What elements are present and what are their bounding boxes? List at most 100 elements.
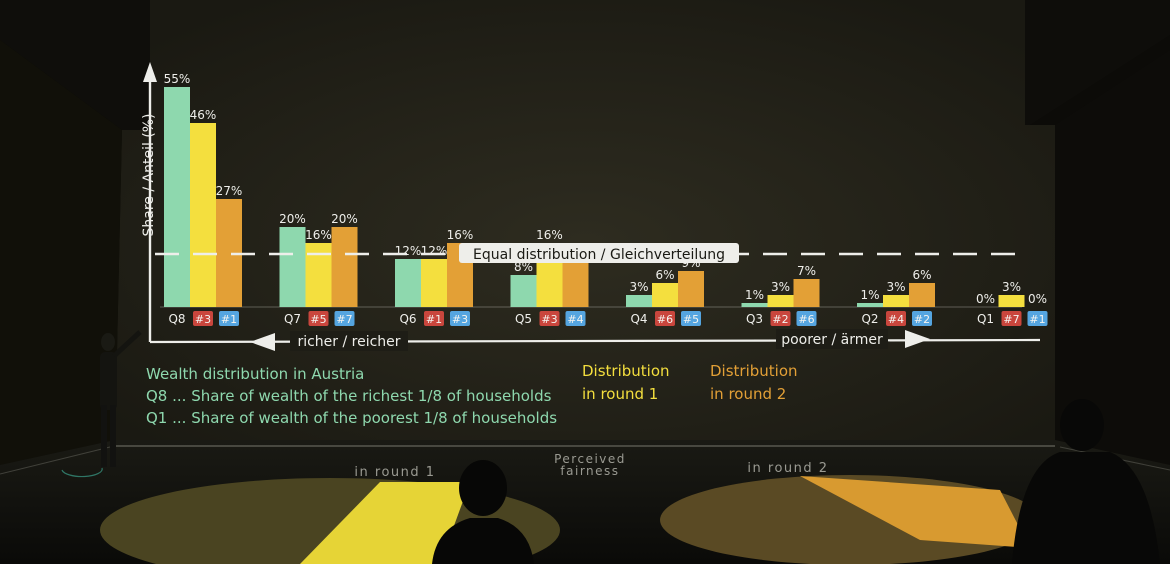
category-label-q2: Q2 xyxy=(861,312,878,326)
value-label-austria-q4: 3% xyxy=(629,280,648,294)
value-label-austria-q7: 20% xyxy=(279,212,306,226)
value-label-austria-q8: 55% xyxy=(164,72,191,86)
value-label-round1-q5: 16% xyxy=(536,228,563,242)
value-label-round2-q7: 20% xyxy=(331,212,358,226)
floor-edge-left xyxy=(0,446,111,475)
rank-label-round2-q7: #7 xyxy=(336,313,352,326)
rank-label-round1-q2: #4 xyxy=(888,313,904,326)
bar-austria-q6 xyxy=(395,259,421,307)
legend-round2-line1: Distribution xyxy=(710,362,798,380)
rank-label-round1-q5: #3 xyxy=(541,313,557,326)
value-label-round2-q8: 27% xyxy=(216,184,243,198)
people xyxy=(100,330,1160,564)
poorer-label-bg xyxy=(776,329,888,349)
rank-badge-round2-q2 xyxy=(912,311,932,326)
rank-badge-round1-q8 xyxy=(193,311,213,326)
value-label-austria-q2: 1% xyxy=(860,288,879,302)
category-label-q5: Q5 xyxy=(515,312,532,326)
value-label-round1-q2: 3% xyxy=(886,280,905,294)
floor-wedge-round1 xyxy=(300,482,470,564)
bar-round1-q4 xyxy=(652,283,678,307)
legend-round1-line2: in round 1 xyxy=(582,385,658,403)
audience-silhouette-center xyxy=(432,460,534,564)
bar-austria-q8 xyxy=(164,87,190,307)
equal-distribution: Equal distribution / Gleichverteilung xyxy=(155,243,1022,263)
value-label-round2-q6: 16% xyxy=(447,228,474,242)
floor-wedge-round2 xyxy=(800,476,1030,548)
rank-badge-round2-q4 xyxy=(681,311,701,326)
floor-label-fairness: fairness xyxy=(560,464,619,478)
rank-badge-round2-q6 xyxy=(450,311,470,326)
bar-austria-q2 xyxy=(857,303,883,307)
rank-label-round1-q1: #7 xyxy=(1003,313,1019,326)
rank-badge-round2-q3 xyxy=(796,311,817,326)
legend-austria-title: Wealth distribution in Austria xyxy=(146,365,364,383)
bar-round1-q1 xyxy=(998,295,1025,307)
category-label-q4: Q4 xyxy=(630,312,647,326)
rank-label-round2-q1: #1 xyxy=(1029,313,1045,326)
rank-badge-round1-q4 xyxy=(655,311,675,326)
category-label-q3: Q3 xyxy=(746,312,763,326)
value-label-round1-q4: 6% xyxy=(655,268,674,282)
rank-badge-round1-q1 xyxy=(1001,311,1022,326)
bar-round2-q2 xyxy=(909,283,935,307)
rank-label-round2-q4: #5 xyxy=(683,313,699,326)
bars: 55% 46% 27% Q8 #3 #1 20% 16% 20% Q7 #5 #7 12% 12% 16% Q… xyxy=(164,72,1048,326)
value-label-round1-q8: 46% xyxy=(190,108,217,122)
legend-round1-line1: Distribution xyxy=(582,362,670,380)
audience-silhouette-right xyxy=(1012,399,1160,564)
value-label-austria-q3: 1% xyxy=(745,288,764,302)
bar-round1-q2 xyxy=(883,295,909,307)
rank-badge-round2-q8 xyxy=(219,311,239,326)
rank-label-round2-q5: #4 xyxy=(567,313,583,326)
right-wall xyxy=(1055,50,1170,465)
bar-round2-q4 xyxy=(678,271,704,307)
rank-badge-round2-q7 xyxy=(334,311,355,326)
ceiling-right xyxy=(1025,0,1170,125)
floor-marker xyxy=(61,467,103,478)
floor-label-round2: in round 2 xyxy=(747,461,828,476)
y-axis-label: Share / Anteil (%) xyxy=(141,113,157,236)
legend-austria-q1: Q1 ... Share of wealth of the poorest 1/… xyxy=(146,409,557,427)
floor-label-round1: in round 1 xyxy=(354,465,435,480)
rank-label-round1-q4: #6 xyxy=(657,313,673,326)
value-label-round2-q2: 6% xyxy=(912,268,931,282)
bar-austria-q5 xyxy=(510,275,537,307)
value-label-round2-q3: 7% xyxy=(797,264,816,278)
presenter-silhouette xyxy=(100,330,142,467)
value-label-round1-q6: 12% xyxy=(421,244,448,258)
bar-austria-q4 xyxy=(626,295,652,307)
rank-badge-round1-q7 xyxy=(308,311,329,326)
equal-distribution-label-bg xyxy=(459,243,739,263)
bar-round1-q7 xyxy=(305,243,332,307)
poorer-arrow xyxy=(905,330,930,348)
bar-round1-q3 xyxy=(767,295,794,307)
equal-distribution-label: Equal distribution / Gleichverteilung xyxy=(473,247,725,263)
x-label-poorer: poorer / ärmer xyxy=(781,332,883,348)
rank-badge-round1-q6 xyxy=(424,311,444,326)
rank-label-round2-q8: #1 xyxy=(221,313,237,326)
bar-round1-q8 xyxy=(190,123,216,307)
richer-label-bg xyxy=(290,331,408,351)
floor-label-perceived: Perceived xyxy=(554,452,626,466)
rank-label-round1-q6: #1 xyxy=(426,313,442,326)
value-label-austria-q5: 8% xyxy=(514,260,533,274)
bar-austria-q7 xyxy=(279,227,306,307)
rank-label-round1-q3: #2 xyxy=(772,313,788,326)
bar-round2-q3 xyxy=(793,279,820,307)
bar-round1-q6 xyxy=(421,259,447,307)
rank-label-round1-q8: #3 xyxy=(195,313,211,326)
category-label-q7: Q7 xyxy=(284,312,301,326)
rank-label-round2-q6: #3 xyxy=(452,313,468,326)
rank-badge-round1-q2 xyxy=(886,311,906,326)
rank-label-round1-q7: #5 xyxy=(310,313,326,326)
rank-badge-round2-q1 xyxy=(1027,311,1048,326)
legend-round2-line2: in round 2 xyxy=(710,385,786,403)
value-label-round1-q7: 16% xyxy=(305,228,332,242)
richer-arrow xyxy=(250,333,275,351)
value-label-round1-q1: 3% xyxy=(1002,280,1021,294)
rank-badge-round1-q3 xyxy=(770,311,791,326)
category-label-q8: Q8 xyxy=(168,312,185,326)
value-label-austria-q6: 12% xyxy=(395,244,422,258)
